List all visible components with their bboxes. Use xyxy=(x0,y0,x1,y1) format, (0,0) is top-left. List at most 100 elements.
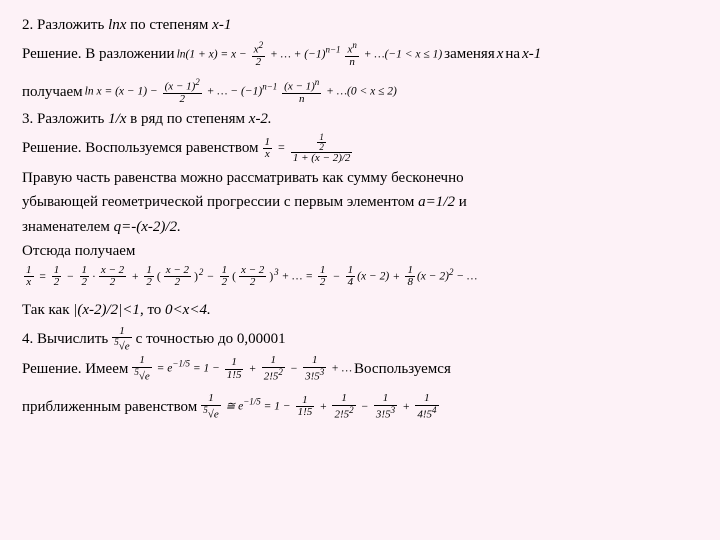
p3-text3: знаменателем q=-(x-2)/2. xyxy=(22,216,702,239)
r: 5 xyxy=(134,367,139,377)
d: 2 xyxy=(239,277,266,289)
o: − xyxy=(66,271,75,283)
d: 2 xyxy=(163,94,202,106)
problem-4-eq2: приближенным равенством 15√e ≅ e−1/5 = 1… xyxy=(22,393,702,421)
d: 2 xyxy=(318,277,328,289)
e: −1/5 xyxy=(172,359,190,369)
e: 2 xyxy=(449,267,454,277)
n: (x − 1) xyxy=(284,81,315,93)
o: = 1 − xyxy=(193,363,220,375)
f: + … − (−1) xyxy=(207,86,263,98)
problem-4-heading: 4. Вычислить 15√e с точностью до 0,00001 xyxy=(22,326,702,354)
t: знаменателем xyxy=(22,219,114,235)
d: 2 xyxy=(317,143,326,152)
eq-1overx: 1x = 12 1 + (x − 2)/2 xyxy=(261,133,355,165)
t: + … = xyxy=(282,271,314,283)
problem-4-eq1: Решение. Имеем 15√e = e−1/5 = 1 − 11!5 +… xyxy=(22,355,702,383)
problem-3-eq: Решение. Воспользуемся равенством 1x = 1… xyxy=(22,133,702,165)
t: Решение. Имеем xyxy=(22,358,128,381)
t: с точностью до 0,00001 xyxy=(136,328,286,351)
solution-label: Решение. В разложении xyxy=(22,43,175,66)
f: + … + (−1) xyxy=(270,48,326,60)
t: (x − 2) xyxy=(357,271,389,283)
fn-lnx: lnx xyxy=(108,17,126,33)
p3-text1: Правую часть равенства можно рассматрива… xyxy=(22,167,702,190)
t: приближенным равенством xyxy=(22,396,197,419)
p3-cond: Так как |(x-2)/2|<1, то 0<x<4. xyxy=(22,299,702,322)
o: + xyxy=(131,271,140,283)
fn: 1/x xyxy=(108,111,126,127)
p3-expansion: 1x = 12 − 12·x − 22 + 12(x − 22)2 − 12(x… xyxy=(22,265,702,289)
o: − xyxy=(332,271,341,283)
o: ≅ e xyxy=(226,401,244,413)
q: q=-(x-2)/2. xyxy=(114,219,181,235)
d: 2 xyxy=(252,57,265,69)
d: x xyxy=(263,149,273,161)
o: + xyxy=(319,401,328,413)
t: Так как xyxy=(22,302,73,318)
t: (x − 2) xyxy=(417,271,449,283)
t: − … xyxy=(456,271,477,283)
problem-2-solution-line: Решение. В разложении ln(1 + x) = x − x2… xyxy=(22,41,702,69)
b: e xyxy=(125,341,130,353)
d: 2 xyxy=(80,277,90,289)
eq: = xyxy=(277,140,286,154)
o: = 1 − xyxy=(264,401,291,413)
d: x xyxy=(24,277,34,289)
f: + …(0 < x ≤ 2) xyxy=(326,86,397,98)
d: 1!5 xyxy=(296,407,315,419)
o: − xyxy=(206,271,215,283)
series-ln1px: ln(1 + x) = x − x22 + … + (−1)n−1 xnn + … xyxy=(177,41,443,69)
r: 5 xyxy=(203,405,208,415)
series-lnx: ln x = (x − 1) − (x − 1)22 + … − (−1)n−1… xyxy=(85,78,397,106)
o: − xyxy=(290,363,299,375)
e: 3 xyxy=(320,367,325,377)
e: 2 xyxy=(278,367,283,377)
e: −1/5 xyxy=(243,397,261,407)
d: 4 xyxy=(346,277,356,289)
expansion-formula: 1x = 12 − 12·x − 22 + 12(x − 22)2 − 12(x… xyxy=(22,265,477,289)
fn-root: 15√e xyxy=(110,326,133,354)
text: 2. Разложить xyxy=(22,17,108,33)
d: 2 xyxy=(220,277,230,289)
text: по степеням xyxy=(126,17,212,33)
d: 2!5 xyxy=(264,370,279,382)
x: x xyxy=(497,43,504,66)
e: n−1 xyxy=(325,44,340,54)
eq1-formula: 15√e = e−1/5 = 1 − 11!5 + 12!52 − 13!53 … xyxy=(130,355,352,383)
o: = xyxy=(38,271,47,283)
p3-text4: Отсюда получаем xyxy=(22,240,702,263)
c: |(x-2)/2|<1 xyxy=(73,302,140,318)
text: заменяя xyxy=(444,43,495,66)
o: + xyxy=(248,363,257,375)
e: n−1 xyxy=(262,82,277,92)
t: убывающей геометрической прогрессии с пе… xyxy=(22,194,418,210)
text: в ряд по степеням xyxy=(126,111,248,127)
sol: Решение. Воспользуемся равенством xyxy=(22,137,259,160)
e: n xyxy=(352,40,357,50)
d: 2 xyxy=(99,277,126,289)
document-page: 2. Разложить lnx по степеням x-1 Решение… xyxy=(0,0,720,435)
problem-3-heading: 3. Разложить 1/x в ряд по степеням x-2. xyxy=(22,108,702,131)
t: + … xyxy=(331,363,352,375)
p3-text2: убывающей геометрической прогрессии с пе… xyxy=(22,191,702,214)
d: 1!5 xyxy=(225,370,244,382)
d: 8 xyxy=(405,277,415,289)
e: 2 xyxy=(195,77,200,87)
d: n xyxy=(282,94,321,106)
e: 2 xyxy=(259,40,264,50)
d: 3!5 xyxy=(376,408,391,420)
t: 4. Вычислить xyxy=(22,328,108,351)
eq2-formula: 15√e ≅ e−1/5 = 1 − 11!5 + 12!52 − 13!53 … xyxy=(199,393,440,421)
text: 3. Разложить xyxy=(22,111,108,127)
e: n xyxy=(315,77,320,87)
o: + xyxy=(392,271,401,283)
a: a=1/2 xyxy=(418,194,455,210)
o: + xyxy=(402,401,411,413)
e: 3 xyxy=(274,267,279,277)
o: − xyxy=(361,401,370,413)
b: e xyxy=(214,408,219,420)
d: 4!5 xyxy=(417,408,432,420)
t: и xyxy=(455,194,467,210)
get-label: получаем xyxy=(22,81,83,104)
